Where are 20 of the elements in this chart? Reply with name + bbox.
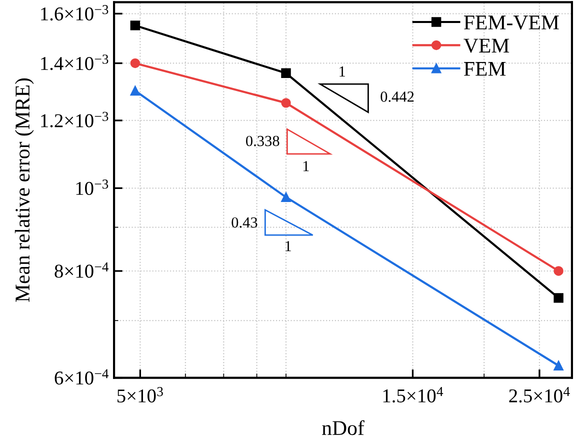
annotation: 1 [340,66,345,77]
y-tick-label: 10$^{−3}$ [76,180,108,195]
y-tick-label: 6×10$^{−4}$ [54,369,109,385]
annotation: 0.43 [232,217,258,228]
annotation: 0.442 [380,92,414,102]
y-axis-title: Mean relative error (MRE) [14,78,34,302]
x-tick-label: 1.5×10$^{4}$ [383,387,444,403]
annotation: 1 [303,161,309,172]
y-tick-label: 8×10$^{−4}$ [54,262,109,278]
y-tick-label: 1.4×10$^{−3}$ [41,54,108,70]
legend-label: FEM-VEM [464,16,559,30]
legend-label: VEM [464,38,510,53]
x-tick-label: 2.5×10$^{4}$ [509,387,570,403]
y-tick-label: 1.2×10$^{−3}$ [41,112,108,128]
x-tick-label: 5×10$^{3}$ [117,387,163,402]
annotation: 1 [286,241,291,252]
y-tick-label: 1.6×10$^{−3}$ [41,5,108,21]
legend-label: FEM [464,62,506,76]
x-axis-title: nDof [322,420,364,436]
annotation: 0.338 [246,136,280,146]
